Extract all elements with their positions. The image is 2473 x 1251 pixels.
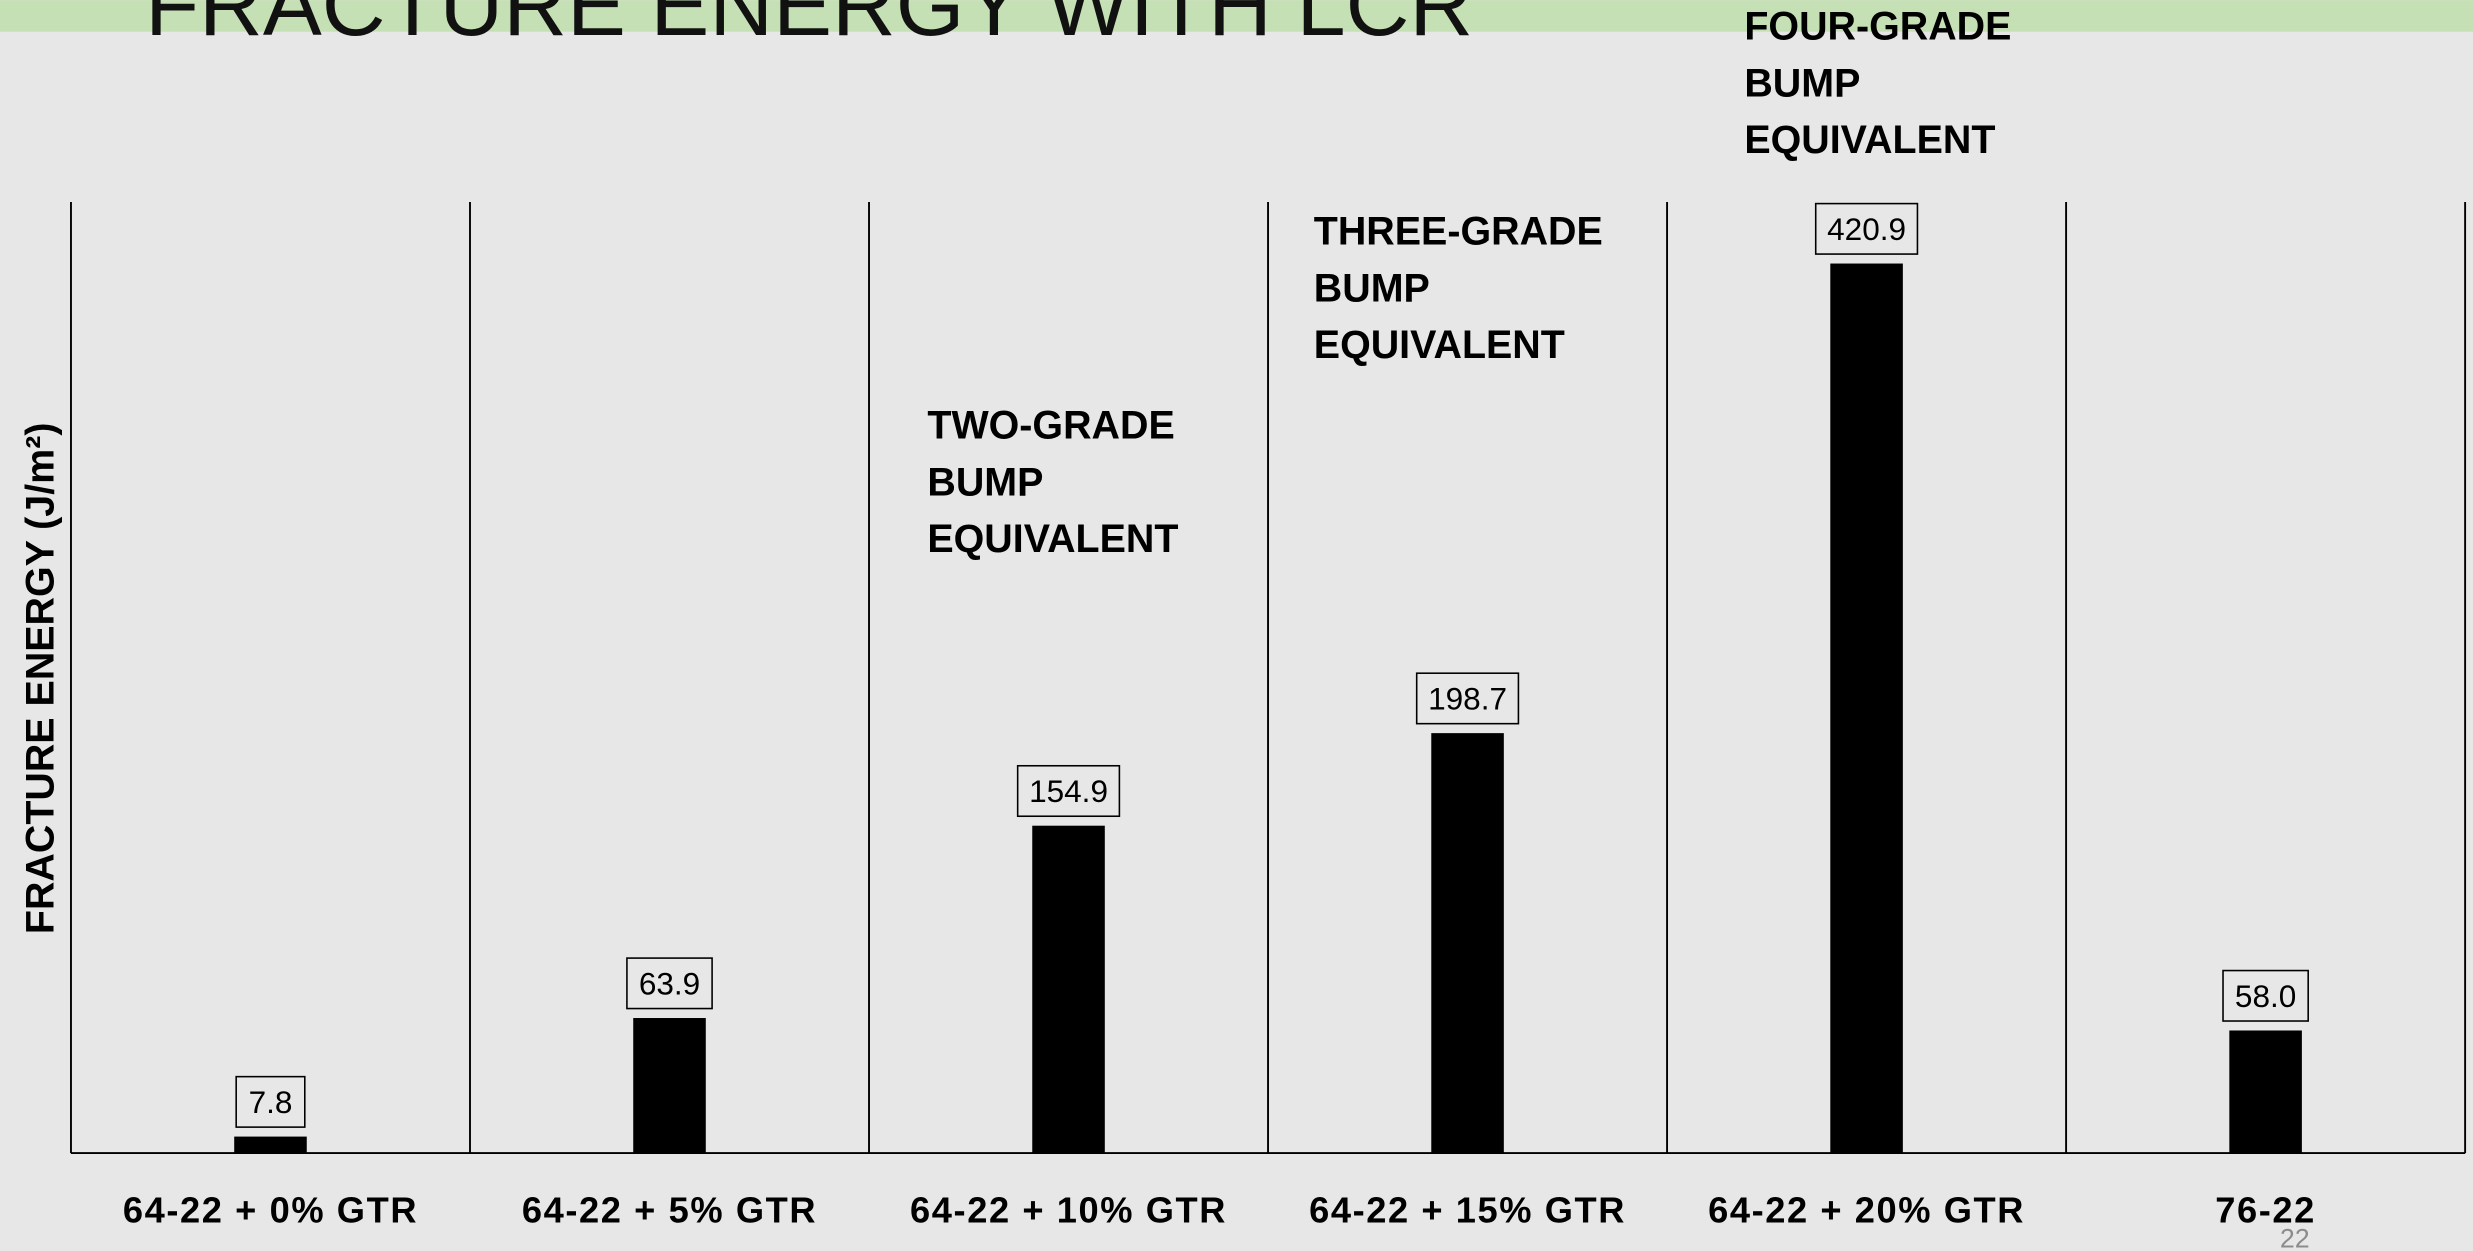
annotation: EQUIVALENT xyxy=(927,517,1178,561)
data-label-box xyxy=(626,957,713,1010)
x-tick-label: 64-22 + 5% GTR xyxy=(522,1189,817,1230)
page-number: 22 xyxy=(2280,1224,2310,1251)
data-label-box xyxy=(1415,672,1520,725)
annotation: FOUR-GRADE xyxy=(1744,5,2011,49)
annotation: EQUIVALENT xyxy=(1314,323,1565,367)
bar xyxy=(2229,1030,2302,1154)
data-label-box xyxy=(2222,969,2309,1022)
x-tick-label: 64-22 + 10% GTR xyxy=(910,1189,1227,1230)
x-tick-label: 64-22 + 20% GTR xyxy=(1708,1189,2025,1230)
annotation: THREE-GRADE xyxy=(1314,210,1603,254)
annotation: BUMP xyxy=(1744,61,1860,105)
data-label: 63.9 xyxy=(639,965,700,1001)
annotation: TWO-GRADE xyxy=(927,404,1174,448)
bar xyxy=(633,1018,706,1154)
data-label-box xyxy=(1814,202,1919,255)
bar xyxy=(1830,263,1903,1154)
bar xyxy=(234,1136,307,1154)
data-label: 198.7 xyxy=(1428,680,1507,716)
x-tick-label: 64-22 + 15% GTR xyxy=(1309,1189,1626,1230)
annotation: EQUIVALENT xyxy=(1744,118,1995,162)
data-label: 154.9 xyxy=(1029,773,1108,809)
annotation: BUMP xyxy=(927,460,1043,504)
x-tick-label: 76-22 xyxy=(2215,1189,2316,1230)
data-label-box xyxy=(235,1075,306,1128)
bar xyxy=(1431,733,1504,1154)
data-label: 7.8 xyxy=(249,1084,293,1120)
x-tick-label: 64-22 + 0% GTR xyxy=(123,1189,418,1230)
chart-title: FRACTURE ENERGY WITH LCR xyxy=(145,0,1473,54)
data-label: 58.0 xyxy=(2235,978,2296,1014)
title-band xyxy=(0,0,2473,32)
annotation: BUMP xyxy=(1314,266,1430,310)
data-label-box xyxy=(1016,764,1121,818)
data-label: 420.9 xyxy=(1827,211,1906,247)
y-axis-label: FRACTURE ENERGY (J/m²) xyxy=(19,423,63,935)
bar xyxy=(1032,825,1105,1154)
